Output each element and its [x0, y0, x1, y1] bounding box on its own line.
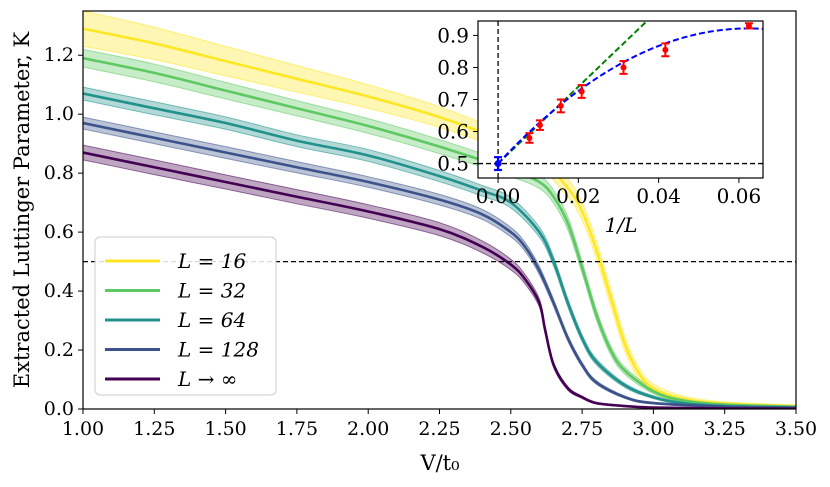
- inset-y-tick-label: 0.6: [437, 120, 469, 144]
- series-line-4: [83, 151, 796, 409]
- x-tick-label: 1.25: [133, 418, 175, 440]
- inset-data-point: [526, 134, 533, 141]
- legend: L = 16 L = 32 L = 64 L = 128 L → ∞: [94, 236, 277, 396]
- inset-x-tick-label: 0.02: [556, 184, 601, 208]
- legend-label-0: L = 16: [177, 249, 246, 273]
- series-line-0: [83, 27, 796, 408]
- inset-x-axis-label: 1/L: [605, 213, 638, 237]
- y-tick-label: 0.8: [44, 162, 74, 184]
- series-band-4: [83, 144, 796, 409]
- series-band-2: [83, 86, 796, 409]
- x-tick-label: 1.00: [62, 418, 104, 440]
- series-band-1: [83, 48, 796, 409]
- series-line-1: [83, 56, 796, 408]
- legend-label-1: L = 32: [177, 279, 246, 303]
- y-tick-label: 0.6: [44, 221, 74, 243]
- x-tick-label: 2.75: [561, 418, 603, 440]
- series-line-3: [83, 121, 796, 409]
- x-tick-label: 1.75: [276, 418, 318, 440]
- y-tick-label: 0.2: [44, 339, 74, 361]
- x-tick-label: 3.50: [775, 418, 817, 440]
- inset-y-tick-label: 0.8: [437, 55, 469, 79]
- inset-x-axis: 0.00 0.02 0.04 0.06: [476, 178, 761, 208]
- inset-data-point: [578, 88, 585, 95]
- inset-plot-area: [478, 21, 763, 178]
- inset-data-point: [557, 102, 564, 109]
- inset-y-tick-label: 0.5: [437, 152, 469, 176]
- main-confidence-bands: [83, 11, 796, 409]
- inset-fit-1: [497, 27, 763, 165]
- y-tick-label: 1.2: [44, 44, 74, 66]
- main-x-axis-label: V/t₀: [419, 451, 459, 475]
- x-tick-label: 3.00: [632, 418, 674, 440]
- inset-x-tick-label: 0.04: [636, 184, 681, 208]
- inset-data-point: [536, 122, 543, 129]
- series-line-2: [83, 92, 796, 409]
- inset-data-point: [662, 46, 669, 53]
- inset-y-axis: 0.5 0.6 0.7 0.8 0.9: [437, 23, 478, 176]
- inset-x-tick-label: 0.00: [476, 184, 521, 208]
- x-tick-label: 3.25: [704, 418, 746, 440]
- inset-data-point: [620, 64, 627, 71]
- y-tick-label: 0.4: [44, 280, 74, 302]
- y-tick-label: 1.0: [44, 103, 74, 125]
- inset-extrapolated-point: [494, 160, 502, 168]
- main-x-axis: 1.00 1.25 1.50 1.75 2.00 2.25 2.50 2.75 3.00 3.25…: [62, 409, 817, 440]
- series-band-3: [83, 116, 796, 409]
- x-tick-label: 1.50: [204, 418, 246, 440]
- inset-y-tick-label: 0.7: [437, 88, 469, 112]
- legend-label-2: L = 64: [177, 308, 246, 332]
- legend-box: [94, 236, 277, 396]
- inset-content: [478, 21, 763, 178]
- x-tick-label: 2.00: [347, 418, 389, 440]
- legend-label-4: L → ∞: [177, 367, 237, 391]
- main-series-lines: [83, 27, 796, 409]
- inset-y-tick-label: 0.9: [437, 23, 469, 47]
- main-y-axis-label: Extracted Luttinger Parameter, K: [10, 32, 34, 389]
- legend-label-3: L = 128: [177, 338, 259, 362]
- inset-x-tick-label: 0.06: [717, 184, 762, 208]
- inset-data-point: [745, 22, 752, 29]
- x-tick-label: 2.50: [490, 418, 532, 440]
- y-tick-label: 0.0: [44, 398, 74, 420]
- series-band-0: [83, 11, 796, 408]
- main-y-axis: 0.0 0.2 0.4 0.6 0.8 1.0 1.2: [44, 44, 83, 420]
- x-tick-label: 2.25: [418, 418, 460, 440]
- inset-fit-0: [497, 21, 649, 165]
